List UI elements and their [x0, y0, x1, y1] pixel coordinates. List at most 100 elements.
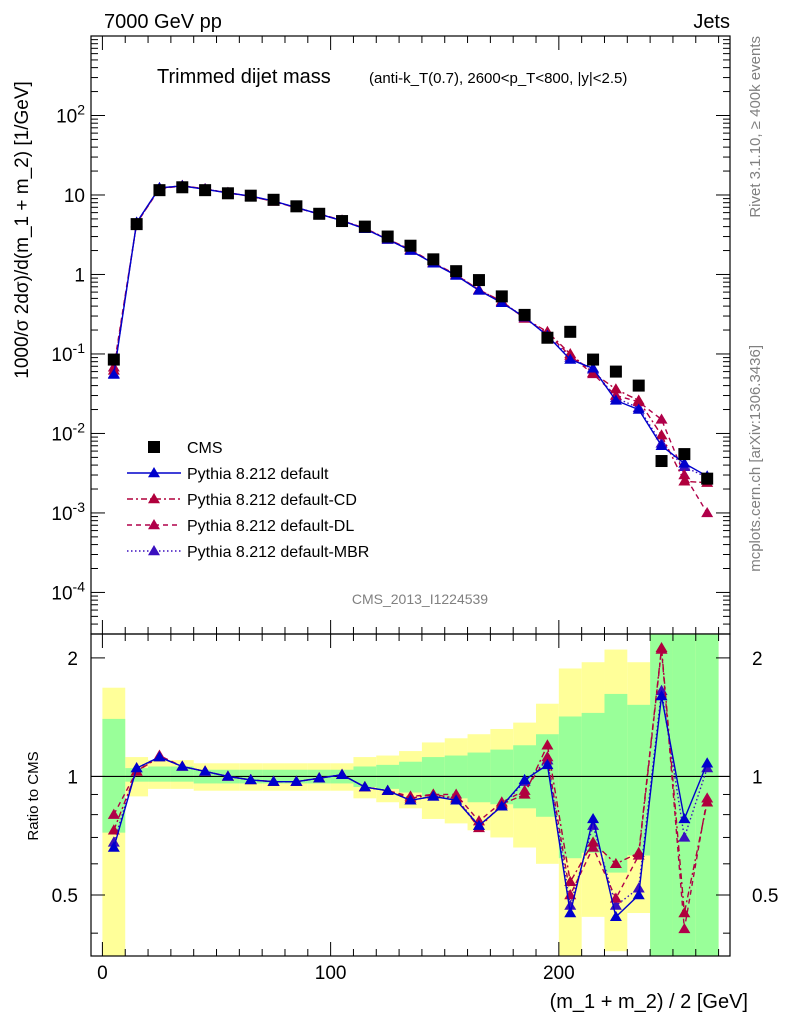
ratio-point [313, 772, 326, 783]
ratio-point [564, 899, 577, 910]
ratio-point [107, 836, 120, 847]
ratio-point [655, 641, 668, 653]
legend: CMS Pythia 8.212 default Pythia 8.212 defa… [127, 440, 369, 561]
uncertainty-band-inner [399, 761, 422, 793]
ratio-y-axis-label: Ratio to CMS [25, 751, 42, 840]
cms-data-point [655, 455, 668, 468]
ratio-point [427, 790, 440, 801]
series-line-3 [113, 185, 708, 514]
ratio-point [701, 796, 714, 807]
series-point [609, 383, 622, 394]
legend-marker [148, 493, 160, 504]
cms-data-point [244, 189, 257, 202]
ratio-point [541, 758, 554, 770]
main-panel-series [107, 179, 714, 518]
ratio-point [587, 819, 600, 830]
cms-data-point [609, 365, 622, 378]
x-tick-label: 100 [315, 963, 347, 984]
uncertainty-band-inner [467, 752, 491, 803]
ratio-point [632, 888, 645, 900]
legend-marker [148, 519, 160, 530]
ratio-point [609, 892, 622, 903]
jets-label: Jets [693, 11, 730, 33]
ratio-point [358, 781, 371, 792]
cms-data-point [564, 325, 577, 338]
ratio-point [290, 775, 303, 786]
cms-data-point [381, 230, 394, 243]
ratio-y-tick-label: 2 [67, 649, 78, 670]
ratio-point [541, 739, 554, 750]
ratio-point [609, 899, 622, 910]
ratio-panel-bands [91, 634, 730, 956]
mcplots-label: mcplots.cern.ch [arXiv:1306.3436] [747, 345, 764, 572]
series-point [678, 457, 691, 468]
ratio-point [632, 882, 645, 893]
y-tick-label: 1 [74, 265, 85, 286]
ratio-point [381, 784, 394, 795]
series-line-2 [113, 184, 708, 484]
ratio-point [564, 875, 577, 887]
cms-data-point [221, 187, 234, 200]
ratio-point [655, 684, 668, 696]
ratio-panel-series [107, 641, 714, 934]
ratio-y-tick-label-right: 1 [752, 767, 763, 788]
main-title: Trimmed dijet mass [157, 66, 331, 88]
ratio-point [472, 819, 485, 830]
ratio-point [678, 922, 691, 934]
cms-data-point [472, 274, 485, 287]
cms-data-point [267, 193, 280, 206]
series-point [632, 394, 645, 405]
series-line-4 [113, 185, 708, 479]
ratio-point [495, 800, 508, 811]
legend-label: CMS [187, 440, 223, 457]
energy-label: 7000 GeV pp [104, 11, 222, 33]
series-point [107, 368, 120, 379]
series-point [564, 353, 577, 364]
ratio-point [655, 690, 668, 701]
analysis-watermark: CMS_2013_I1224539 [352, 591, 488, 607]
ratio-point [701, 757, 714, 768]
cms-data-point [336, 215, 349, 228]
uncertainty-band-inner [558, 716, 582, 859]
uncertainty-band-inner [604, 693, 628, 873]
ratio-point [153, 751, 166, 762]
ratio-point [336, 768, 349, 779]
ratio-y-tick-label-right: 2 [752, 649, 763, 670]
cms-data-point [632, 379, 645, 392]
legend-label: Pythia 8.212 default-DL [187, 518, 354, 535]
ratio-point [678, 831, 691, 842]
legend-label: Pythia 8.212 default-CD [187, 492, 357, 509]
ratio-point [130, 762, 143, 773]
ratio-point [587, 812, 600, 824]
uncertainty-band-inner [148, 766, 171, 782]
ratio-point [587, 836, 600, 847]
ratio-point [518, 788, 531, 799]
y-tick-label: 102 [56, 101, 85, 127]
ratio-point [678, 812, 691, 824]
ratio-panel-frame [90, 633, 731, 957]
uncertainty-band-inner [650, 634, 673, 956]
cms-data-point [358, 220, 371, 233]
ratio-point [107, 808, 120, 819]
main-y-axis-label: 1000/σ 2dσ)/d(m_1 + m_2) [1/GeV] [12, 81, 33, 379]
cms-data-point [678, 448, 691, 461]
series-point [655, 439, 668, 450]
series-line-1 [113, 185, 708, 477]
ratio-point [244, 773, 257, 785]
ratio-point [609, 857, 622, 869]
series-point [609, 394, 622, 405]
cms-data-point [427, 253, 440, 266]
cms-data-point [450, 265, 463, 278]
uncertainty-band-inner [581, 712, 605, 853]
ratio-point [404, 794, 417, 805]
legend-marker [148, 467, 160, 478]
cms-data-point [313, 207, 326, 220]
series-point [632, 403, 645, 414]
main-subtitle: (anti-k_T(0.7), 2600<p_T<800, |y|<2.5) [369, 70, 627, 87]
y-tick-label: 10-3 [51, 499, 85, 525]
ratio-point [609, 910, 622, 922]
ratio-point [107, 824, 120, 835]
legend-label: Pythia 8.212 default-MBR [187, 544, 369, 561]
series-point [678, 475, 691, 486]
